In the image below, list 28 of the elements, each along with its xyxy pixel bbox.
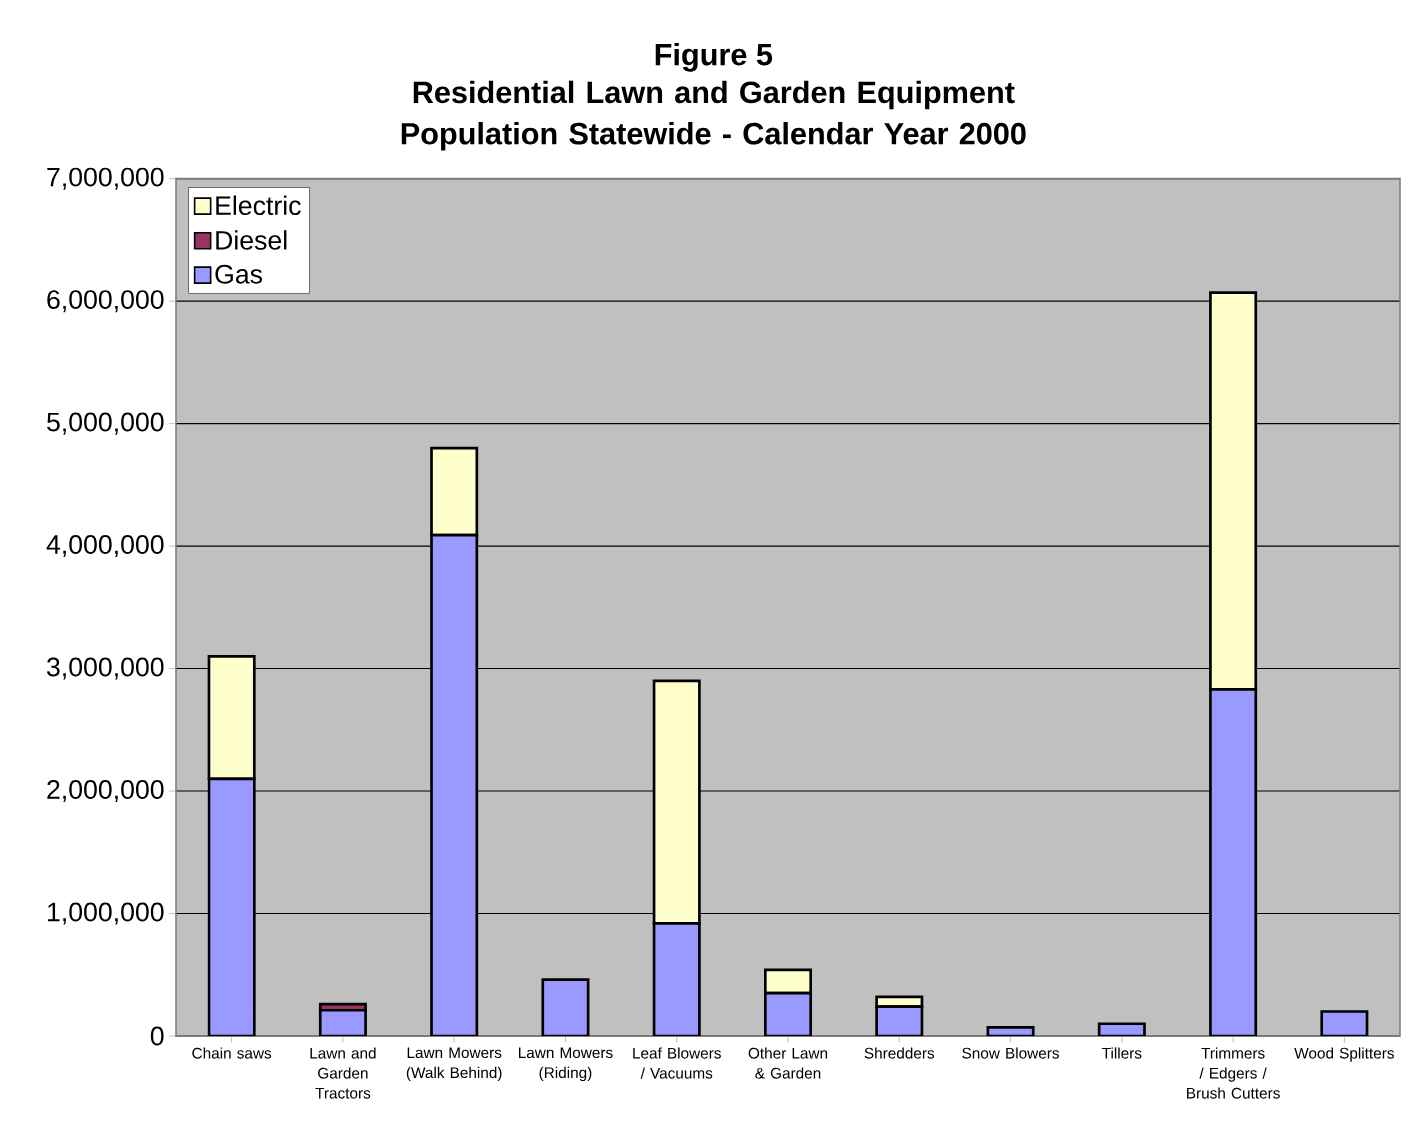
x-tick-label: Tillers <box>1102 1047 1142 1059</box>
y-tick-label: 7,000,000 <box>47 167 164 190</box>
x-tick-label: Wood Splitters <box>1294 1047 1394 1062</box>
x-tick-label: Shredders <box>864 1047 935 1059</box>
bar <box>430 533 479 1036</box>
bar <box>652 679 701 925</box>
chart-title: Figure 5 <box>655 42 773 72</box>
x-tick-label: Chain saws <box>192 1047 272 1059</box>
legend-label: Electric <box>216 195 301 216</box>
legend-label: Gas <box>215 264 263 284</box>
y-tick-label: 2,000,000 <box>47 780 164 803</box>
y-tick-label: 5,000,000 <box>47 412 164 435</box>
bar <box>207 777 256 1036</box>
x-tick-label: Trimmers / Edgers / Brush Cutters <box>1187 1047 1280 1099</box>
y-tick-label: 3,000,000 <box>47 657 164 680</box>
x-tick-label: Lawn Mowers (Walk Behind) <box>406 1047 502 1082</box>
legend-label: Diesel <box>216 230 287 250</box>
chart-subtitle: Residential Lawn and Garden Equipment Population Statewide - Calendar Year 2000 <box>401 80 1026 151</box>
y-tick-label: 0 <box>150 1026 164 1046</box>
x-tick-label: Lawn and Garden Tractors <box>310 1047 376 1099</box>
x-tick-label: Lawn Mowers (Riding) <box>518 1047 613 1082</box>
x-tick-label: Leaf Blowers / Vacuums <box>633 1047 721 1079</box>
y-tick-label: 1,000,000 <box>48 902 164 925</box>
x-tick-label: Snow Blowers <box>962 1047 1059 1059</box>
y-tick-label: 4,000,000 <box>46 535 164 558</box>
y-tick-label: 6,000,000 <box>47 290 164 313</box>
bar <box>541 978 590 1036</box>
x-tick-label: Other Lawn & Garden <box>748 1047 828 1079</box>
